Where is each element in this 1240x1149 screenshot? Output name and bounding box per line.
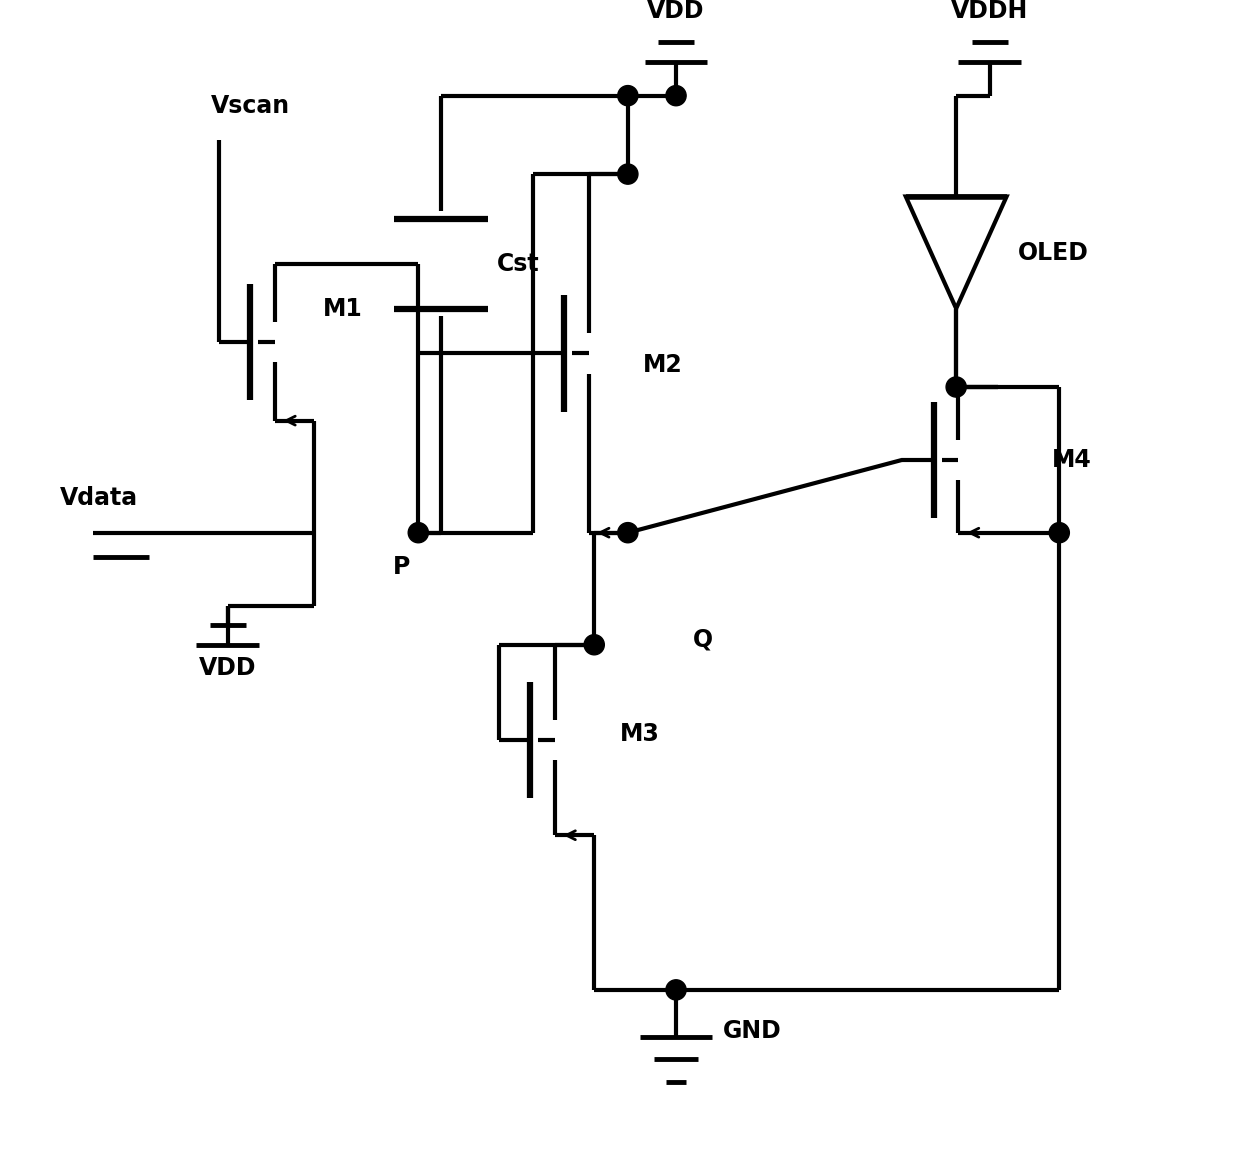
Text: M1: M1 <box>324 296 363 321</box>
Text: GND: GND <box>723 1019 782 1043</box>
Circle shape <box>584 634 604 655</box>
Text: VDDH: VDDH <box>951 0 1028 23</box>
Text: VDD: VDD <box>647 0 704 23</box>
Circle shape <box>1049 523 1069 542</box>
Text: VDD: VDD <box>200 656 257 680</box>
Circle shape <box>618 523 637 542</box>
Circle shape <box>618 85 637 106</box>
Circle shape <box>666 980 686 1000</box>
Text: M4: M4 <box>1052 448 1091 472</box>
Circle shape <box>408 523 428 542</box>
Text: Q: Q <box>693 629 713 651</box>
Circle shape <box>618 164 637 184</box>
Text: Vdata: Vdata <box>60 486 138 510</box>
Text: M2: M2 <box>642 353 682 377</box>
Text: P: P <box>393 555 410 579</box>
Circle shape <box>666 85 686 106</box>
Text: OLED: OLED <box>1018 240 1089 264</box>
Text: Cst: Cst <box>497 252 539 276</box>
Circle shape <box>946 377 966 398</box>
Text: Vscan: Vscan <box>211 94 290 118</box>
Text: M3: M3 <box>620 723 660 747</box>
